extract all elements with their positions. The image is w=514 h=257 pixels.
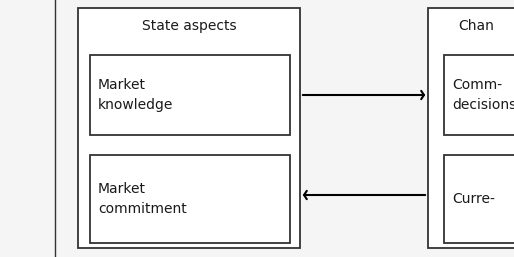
Text: Comm-
decisions: Comm- decisions bbox=[452, 78, 514, 112]
Text: Market
knowledge: Market knowledge bbox=[98, 78, 173, 112]
Text: Curre-: Curre- bbox=[452, 192, 495, 206]
Bar bbox=[90, 155, 290, 243]
Text: Market
commitment: Market commitment bbox=[98, 182, 187, 216]
Text: Chan: Chan bbox=[458, 19, 494, 33]
Bar bbox=[444, 55, 514, 135]
Bar bbox=[90, 55, 290, 135]
Bar bbox=[78, 8, 300, 248]
Text: State aspects: State aspects bbox=[142, 19, 236, 33]
Bar bbox=[428, 8, 514, 248]
Bar bbox=[444, 155, 514, 243]
